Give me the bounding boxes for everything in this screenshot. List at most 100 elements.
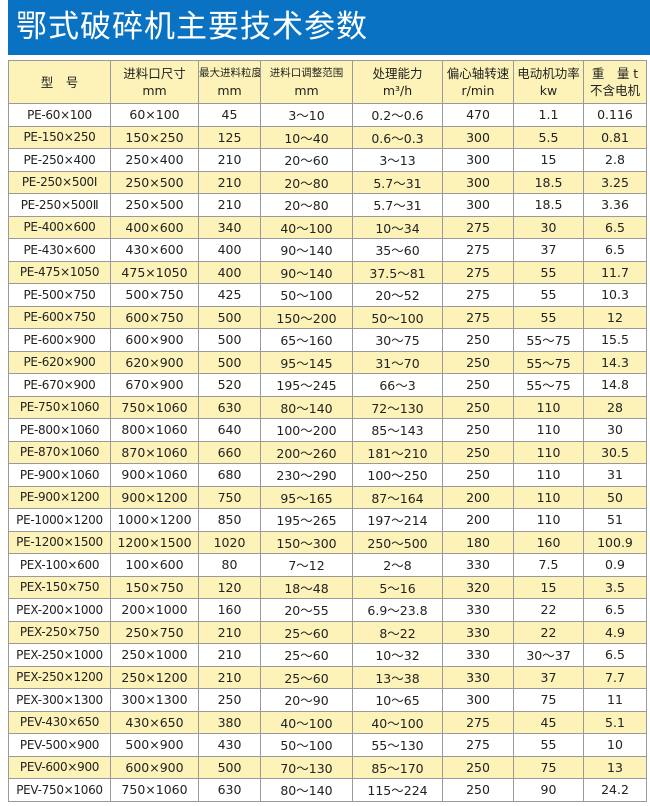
cell-feed-opening: 900×1060 — [110, 463, 199, 487]
cell-weight: 12 — [583, 305, 647, 329]
cell-max-feed-size: 380 — [198, 710, 261, 734]
cell-model: PEV-750×1060 — [8, 778, 111, 802]
cell-weight: 50 — [583, 485, 647, 509]
cell-discharge-range: 65～160 — [260, 328, 353, 352]
cell-motor-power: 55～75 — [513, 350, 584, 374]
cell-capacity: 31～70 — [352, 350, 443, 374]
header-label: 最大进料粒度 — [199, 67, 261, 79]
table-row: PE-870×1060 870×1060 660 200～260 181～210 250 1… — [8, 440, 647, 464]
cell-weight: 3.36 — [583, 193, 647, 217]
header-label: 电动机功率 — [517, 66, 580, 81]
cell-model: PE-900×1200 — [8, 485, 111, 509]
cell-capacity: 10～65 — [352, 688, 443, 712]
cell-eccentric-speed: 300 — [442, 688, 514, 712]
cell-discharge-range: 200～260 — [260, 440, 353, 464]
cell-weight: 0.9 — [583, 553, 647, 577]
cell-feed-opening: 60×100 — [110, 103, 199, 127]
cell-eccentric-speed: 275 — [442, 710, 514, 734]
cell-capacity: 40～100 — [352, 710, 443, 734]
header-label: 处理能力 — [372, 66, 423, 81]
cell-model: PE-800×1060 — [8, 418, 111, 442]
cell-motor-power: 110 — [513, 485, 584, 509]
cell-model: PE-1000×1200 — [8, 508, 111, 532]
cell-feed-opening: 150×750 — [110, 575, 199, 599]
cell-capacity: 85～143 — [352, 418, 443, 442]
cell-feed-opening: 200×1000 — [110, 598, 199, 622]
cell-feed-opening: 750×1060 — [110, 778, 199, 802]
cell-discharge-range: 70～130 — [260, 755, 353, 779]
cell-motor-power: 22 — [513, 620, 584, 644]
cell-weight: 3.5 — [583, 575, 647, 599]
cell-weight: 0.81 — [583, 125, 647, 149]
table-row: PEX-100×600 100×600 80 7～12 2～8 330 7.5 0.9 — [8, 553, 647, 577]
cell-motor-power: 55 — [513, 260, 584, 284]
table-row: PE-250×500Ⅰ 250×500 210 20～80 5.7～31 300 18.5 3… — [8, 170, 647, 194]
cell-discharge-range: 150～200 — [260, 305, 353, 329]
cell-motor-power: 110 — [513, 508, 584, 532]
cell-discharge-range: 95～145 — [260, 350, 353, 374]
cell-model: PE-1200×1500 — [8, 530, 111, 554]
cell-discharge-range: 80～140 — [260, 395, 353, 419]
cell-eccentric-speed: 275 — [442, 238, 514, 262]
header-eccentric-speed: 偏心轴转速 r/min — [442, 60, 514, 104]
cell-max-feed-size: 210 — [198, 148, 261, 172]
cell-weight: 24.2 — [583, 778, 647, 802]
cell-eccentric-speed: 250 — [442, 373, 514, 397]
cell-discharge-range: 3～10 — [260, 103, 353, 127]
cell-feed-opening: 600×750 — [110, 305, 199, 329]
table-row: PE-430×600 430×600 400 90～140 35～60 275 37 6.5 — [8, 238, 647, 262]
cell-eccentric-speed: 250 — [442, 418, 514, 442]
cell-eccentric-speed: 275 — [442, 305, 514, 329]
cell-capacity: 50～100 — [352, 305, 443, 329]
cell-discharge-range: 150～300 — [260, 530, 353, 554]
cell-weight: 11.7 — [583, 260, 647, 284]
cell-motor-power: 55 — [513, 733, 584, 757]
cell-eccentric-speed: 330 — [442, 598, 514, 622]
cell-weight: 2.8 — [583, 148, 647, 172]
cell-model: PEX-250×750 — [8, 620, 111, 644]
cell-discharge-range: 20～80 — [260, 170, 353, 194]
cell-eccentric-speed: 250 — [442, 328, 514, 352]
cell-discharge-range: 40～100 — [260, 710, 353, 734]
cell-feed-opening: 250×400 — [110, 148, 199, 172]
cell-capacity: 13～38 — [352, 665, 443, 689]
table-row: PE-900×1060 900×1060 680 230～290 100～250 250 1… — [8, 463, 647, 487]
cell-weight: 6.5 — [583, 598, 647, 622]
cell-capacity: 66～3 — [352, 373, 443, 397]
table-row: PE-250×500Ⅱ 250×500 210 20～80 5.7～31 300 18.5 3… — [8, 193, 647, 217]
cell-discharge-range: 20～60 — [260, 148, 353, 172]
cell-eccentric-speed: 470 — [442, 103, 514, 127]
table-row: PE-475×1050 475×1050 400 90～140 37.5～81 275 55… — [8, 260, 647, 284]
cell-feed-opening: 250×500 — [110, 170, 199, 194]
cell-discharge-range: 80～140 — [260, 778, 353, 802]
cell-eccentric-speed: 200 — [442, 508, 514, 532]
cell-capacity: 181～210 — [352, 440, 443, 464]
header-unit: m³/h — [382, 83, 413, 98]
cell-weight: 6.5 — [583, 215, 647, 239]
cell-feed-opening: 500×900 — [110, 733, 199, 757]
cell-eccentric-speed: 330 — [442, 553, 514, 577]
cell-max-feed-size: 125 — [198, 125, 261, 149]
cell-weight: 6.5 — [583, 238, 647, 262]
header-label: 重 量 t — [591, 66, 639, 81]
cell-model: PEX-300×1300 — [8, 688, 111, 712]
cell-capacity: 20～52 — [352, 283, 443, 307]
cell-eccentric-speed: 250 — [442, 395, 514, 419]
cell-discharge-range: 100～200 — [260, 418, 353, 442]
cell-motor-power: 30 — [513, 215, 584, 239]
header-unit: mm — [217, 83, 242, 98]
cell-discharge-range: 95～165 — [260, 485, 353, 509]
cell-feed-opening: 750×1060 — [110, 395, 199, 419]
table-row: PE-800×1060 800×1060 640 100～200 85～143 250 11… — [8, 418, 647, 442]
cell-weight: 10.3 — [583, 283, 647, 307]
cell-capacity: 2～8 — [352, 553, 443, 577]
cell-capacity: 5.7～31 — [352, 170, 443, 194]
table-row: PE-150×250 150×250 125 10～40 0.6～0.3 300 5.5 0.… — [8, 125, 647, 149]
cell-feed-opening: 500×750 — [110, 283, 199, 307]
table-row: PEV-500×900 500×900 430 50～100 55～130 275 55 10 — [8, 733, 647, 757]
header-unit: mm — [142, 83, 167, 98]
cell-max-feed-size: 1020 — [198, 530, 261, 554]
cell-max-feed-size: 210 — [198, 620, 261, 644]
cell-capacity: 100～250 — [352, 463, 443, 487]
cell-model: PEV-600×900 — [8, 755, 111, 779]
